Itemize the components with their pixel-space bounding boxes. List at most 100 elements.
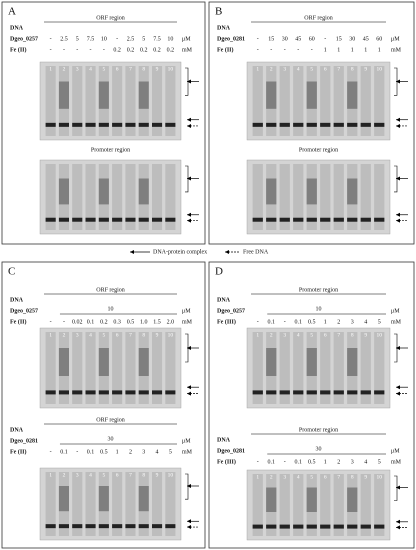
- row-label: Dgeo_0281: [217, 36, 245, 42]
- row-value: -: [90, 47, 92, 53]
- row-label: DNA: [10, 427, 24, 433]
- row-value: 0.2: [167, 47, 175, 53]
- row-value: 1: [337, 47, 340, 53]
- arrow-head: [396, 525, 400, 530]
- gel-title: ORF region: [96, 15, 125, 21]
- lane-number: 1: [256, 332, 259, 338]
- panel-label: D: [215, 266, 223, 278]
- gel-band: [306, 524, 317, 529]
- gel-band: [252, 524, 263, 529]
- gel-band: [306, 390, 317, 395]
- gel-band: [320, 524, 331, 529]
- lane-number: 10: [168, 332, 174, 338]
- lane-number: 10: [377, 474, 383, 480]
- gel-lane: [45, 472, 56, 536]
- gel-band: [306, 81, 317, 109]
- gel-band: [98, 486, 109, 512]
- lane-number: 2: [270, 332, 273, 338]
- row-label: Dgeo_0257: [10, 36, 38, 42]
- gel-band: [98, 348, 109, 376]
- gel-band: [374, 217, 385, 222]
- row-label: DNA: [10, 25, 24, 31]
- lane-number: 6: [324, 66, 327, 72]
- gel-band: [112, 122, 123, 127]
- gel-title: Promoter region: [299, 147, 338, 153]
- row-value: 60: [376, 36, 382, 42]
- gel-band: [266, 178, 277, 205]
- gel-lane: [45, 66, 56, 136]
- row-label: DNA: [217, 25, 231, 31]
- row-value: 3: [351, 459, 354, 465]
- gel-band: [165, 217, 176, 222]
- lane-number: 6: [324, 332, 327, 338]
- row-value: 0.2: [127, 47, 135, 53]
- gel-lane: [374, 164, 385, 230]
- bracket: [185, 473, 189, 500]
- row-value: -: [257, 47, 259, 53]
- gel-band: [306, 178, 317, 205]
- arrow-head: [187, 525, 191, 530]
- row-label: Fe (III): [217, 318, 236, 325]
- gel-band: [85, 122, 96, 127]
- row-value: 45: [295, 36, 301, 42]
- gel-lane: [293, 474, 304, 536]
- gel-band: [58, 178, 70, 205]
- row-value: 5: [378, 459, 381, 465]
- row-value: 10: [108, 306, 114, 312]
- gel-title: ORF region: [96, 287, 125, 293]
- gel-band: [360, 524, 371, 529]
- row-value: 0.2: [113, 47, 121, 53]
- gel-lane: [333, 474, 344, 536]
- panel-label: B: [215, 6, 222, 18]
- row-value: -: [257, 36, 259, 42]
- row-value: 0.1: [295, 319, 303, 325]
- gel-band: [58, 486, 70, 512]
- gel-band: [45, 390, 56, 395]
- gel-band: [347, 81, 358, 109]
- panel-border: [208, 261, 415, 549]
- row-value: 3: [142, 449, 145, 455]
- gel-band: [165, 390, 176, 395]
- gel-lane: [112, 472, 123, 536]
- gel-lane: [112, 66, 123, 136]
- lane-number: 4: [297, 474, 300, 480]
- gel-band: [58, 348, 70, 376]
- gel-band: [98, 122, 109, 127]
- gel-band: [85, 390, 96, 395]
- row-unit: mM: [182, 47, 193, 53]
- lane-number: 9: [364, 66, 367, 72]
- row-value: 5: [378, 319, 381, 325]
- gel-lane: [360, 66, 371, 136]
- row-label: Fe (II): [10, 46, 27, 53]
- lane-number: 10: [168, 66, 174, 72]
- gel-lane: [333, 164, 344, 230]
- gel-band: [374, 122, 385, 127]
- row-unit: mM: [182, 319, 193, 325]
- row-value: 1.0: [140, 319, 148, 325]
- gel-lane: [125, 332, 136, 404]
- gel-band: [151, 390, 163, 395]
- row-value: 2: [337, 459, 340, 465]
- row-value: -: [284, 319, 286, 325]
- gel-band: [320, 217, 331, 222]
- row-value: -: [103, 47, 105, 53]
- gel-band: [347, 348, 358, 376]
- gel-band: [72, 122, 83, 127]
- row-label: DNA: [217, 297, 231, 303]
- row-value: -: [116, 36, 118, 42]
- arrow-head: [187, 79, 191, 84]
- row-value: 0.5: [308, 319, 316, 325]
- lane-number: 3: [283, 66, 286, 72]
- lane-number: 3: [283, 332, 286, 338]
- row-value: -: [50, 36, 52, 42]
- arrow-head: [396, 212, 400, 217]
- lane-number: 9: [156, 66, 159, 72]
- row-value: 1.5: [153, 319, 161, 325]
- row-value: 1: [364, 47, 367, 53]
- gel-lane: [279, 474, 290, 536]
- gel-band: [333, 217, 344, 222]
- arrow-head: [187, 391, 191, 396]
- lane-number: 8: [142, 332, 145, 338]
- gel-lane: [374, 474, 385, 536]
